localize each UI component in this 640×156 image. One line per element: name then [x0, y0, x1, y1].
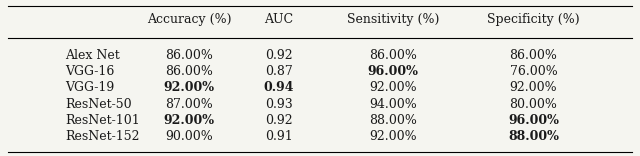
Text: VGG-16: VGG-16 [65, 65, 115, 78]
Text: 80.00%: 80.00% [509, 98, 557, 111]
Text: VGG-19: VGG-19 [65, 81, 115, 95]
Text: 88.00%: 88.00% [508, 130, 559, 143]
Text: AUC: AUC [264, 13, 293, 26]
Text: 86.00%: 86.00% [369, 49, 417, 62]
Text: 86.00%: 86.00% [509, 49, 557, 62]
Text: 90.00%: 90.00% [166, 130, 213, 143]
Text: 0.93: 0.93 [265, 98, 292, 111]
Text: 87.00%: 87.00% [166, 98, 213, 111]
Text: 0.94: 0.94 [263, 81, 294, 95]
Text: 92.00%: 92.00% [164, 81, 215, 95]
Text: 0.92: 0.92 [265, 114, 292, 127]
Text: ResNet-50: ResNet-50 [65, 98, 132, 111]
Text: 88.00%: 88.00% [369, 114, 417, 127]
Text: ResNet-152: ResNet-152 [65, 130, 140, 143]
Text: Sensitivity (%): Sensitivity (%) [347, 13, 440, 26]
Text: 86.00%: 86.00% [165, 49, 213, 62]
Text: 86.00%: 86.00% [165, 65, 213, 78]
Text: 0.87: 0.87 [265, 65, 292, 78]
Text: 0.92: 0.92 [265, 49, 292, 62]
Text: 92.00%: 92.00% [369, 81, 417, 95]
Text: 92.00%: 92.00% [164, 114, 215, 127]
Text: 94.00%: 94.00% [369, 98, 417, 111]
Text: 96.00%: 96.00% [368, 65, 419, 78]
Text: Accuracy (%): Accuracy (%) [147, 13, 232, 26]
Text: 0.91: 0.91 [265, 130, 292, 143]
Text: Specificity (%): Specificity (%) [487, 13, 580, 26]
Text: Alex Net: Alex Net [65, 49, 120, 62]
Text: 92.00%: 92.00% [509, 81, 557, 95]
Text: 96.00%: 96.00% [508, 114, 559, 127]
Text: 76.00%: 76.00% [509, 65, 557, 78]
Text: 92.00%: 92.00% [369, 130, 417, 143]
Text: ResNet-101: ResNet-101 [65, 114, 140, 127]
